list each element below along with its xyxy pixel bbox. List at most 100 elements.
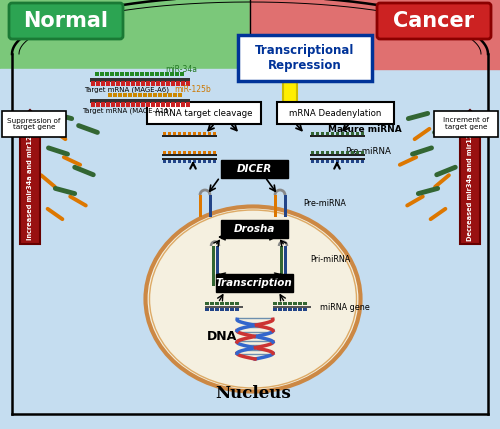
Bar xyxy=(176,102,180,107)
Bar xyxy=(146,81,150,86)
Text: Drosha: Drosha xyxy=(234,224,274,234)
Bar xyxy=(178,93,182,97)
Bar xyxy=(273,306,311,308)
Bar xyxy=(141,81,145,86)
Bar xyxy=(273,308,277,311)
FancyBboxPatch shape xyxy=(377,3,491,39)
Bar xyxy=(155,72,159,76)
Ellipse shape xyxy=(146,206,360,392)
Bar xyxy=(113,93,117,97)
Bar xyxy=(111,102,115,107)
Bar xyxy=(341,151,344,154)
Text: Transcriptional
Repression: Transcriptional Repression xyxy=(256,44,354,72)
Bar xyxy=(180,72,184,76)
Bar xyxy=(293,308,297,311)
Bar xyxy=(173,93,177,97)
Bar xyxy=(163,160,166,163)
Bar xyxy=(331,160,334,163)
Bar xyxy=(100,72,104,76)
Bar xyxy=(168,160,171,163)
Bar xyxy=(106,81,110,86)
Bar xyxy=(225,302,229,305)
Bar xyxy=(178,132,181,135)
Bar xyxy=(316,151,319,154)
Bar xyxy=(303,308,307,311)
Text: miRNA gene: miRNA gene xyxy=(320,302,370,311)
Bar xyxy=(310,154,365,156)
Bar xyxy=(280,272,283,286)
Bar xyxy=(105,72,109,76)
Bar xyxy=(162,158,217,160)
Bar xyxy=(213,132,216,135)
Bar xyxy=(311,160,314,163)
Bar xyxy=(163,93,167,97)
Bar xyxy=(128,93,132,97)
Text: Cancer: Cancer xyxy=(394,11,474,31)
Bar xyxy=(138,93,142,97)
Bar xyxy=(351,132,354,135)
Bar xyxy=(346,151,349,154)
Bar xyxy=(341,132,344,135)
Bar xyxy=(303,302,307,305)
Text: mRNA target cleavage: mRNA target cleavage xyxy=(155,109,253,118)
FancyArrow shape xyxy=(14,110,46,244)
Bar xyxy=(146,102,150,107)
Bar xyxy=(311,151,314,154)
Text: Pri-miRNA: Pri-miRNA xyxy=(310,254,350,263)
Bar xyxy=(205,308,209,311)
Bar xyxy=(175,72,179,76)
Bar xyxy=(121,102,125,107)
Bar xyxy=(168,93,172,97)
Text: DICER: DICER xyxy=(236,164,272,174)
Bar xyxy=(215,302,219,305)
Bar xyxy=(230,308,234,311)
Bar xyxy=(143,93,147,97)
Bar xyxy=(341,160,344,163)
Bar xyxy=(331,151,334,154)
Bar xyxy=(188,151,191,154)
Bar xyxy=(361,132,364,135)
Bar xyxy=(321,132,324,135)
FancyBboxPatch shape xyxy=(2,111,66,137)
Bar xyxy=(326,160,329,163)
Text: Nucleus: Nucleus xyxy=(215,386,291,402)
Bar xyxy=(158,93,162,97)
Bar xyxy=(141,102,145,107)
Bar xyxy=(96,81,100,86)
Bar xyxy=(183,160,186,163)
Bar xyxy=(136,81,140,86)
Bar xyxy=(165,72,169,76)
Bar xyxy=(178,160,181,163)
Bar xyxy=(235,308,239,311)
Bar xyxy=(209,195,212,217)
Bar xyxy=(203,132,206,135)
Bar xyxy=(203,160,206,163)
Bar xyxy=(208,160,211,163)
Bar xyxy=(278,302,282,305)
Bar xyxy=(225,308,229,311)
Text: Suppression of
target gene: Suppression of target gene xyxy=(8,118,60,130)
Text: Increment of
target gene: Increment of target gene xyxy=(443,118,489,130)
Bar xyxy=(311,132,314,135)
Bar xyxy=(91,102,95,107)
Text: Pre-miRNA: Pre-miRNA xyxy=(304,199,346,208)
Bar xyxy=(151,81,155,86)
FancyBboxPatch shape xyxy=(221,160,288,178)
Bar xyxy=(118,93,122,97)
Bar xyxy=(284,195,287,217)
Text: Transcription: Transcription xyxy=(216,278,292,288)
Bar xyxy=(205,306,243,308)
Bar xyxy=(162,154,217,156)
Bar xyxy=(156,102,160,107)
Bar xyxy=(116,81,120,86)
Text: Target mRNA (MAGE-A6): Target mRNA (MAGE-A6) xyxy=(84,87,170,93)
Bar xyxy=(101,102,105,107)
Bar xyxy=(213,160,216,163)
Bar xyxy=(108,93,112,97)
Text: mRNA Deadenylation: mRNA Deadenylation xyxy=(289,109,381,118)
Bar xyxy=(115,72,119,76)
Bar xyxy=(161,102,165,107)
Bar xyxy=(351,151,354,154)
Bar xyxy=(186,81,190,86)
Bar xyxy=(198,151,201,154)
